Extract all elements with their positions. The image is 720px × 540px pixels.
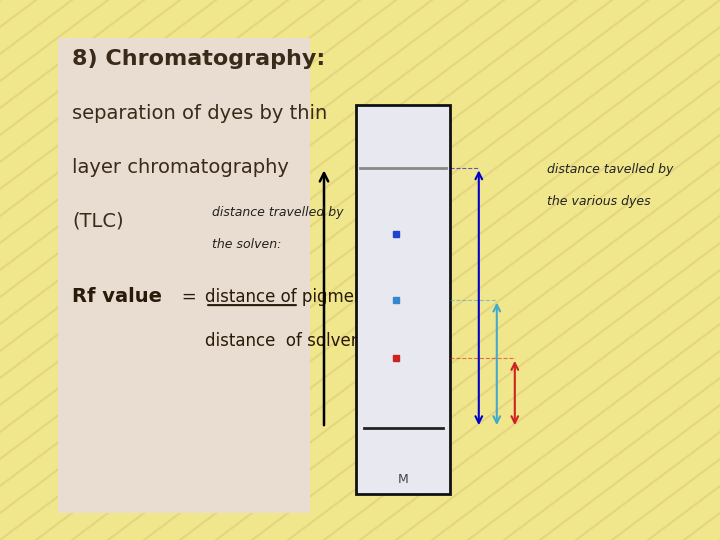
Text: distance travelled by: distance travelled by — [212, 206, 344, 219]
Text: Rf value: Rf value — [72, 287, 162, 306]
Text: 8) Chromatography:: 8) Chromatography: — [72, 49, 325, 69]
Text: the various dyes: the various dyes — [547, 195, 651, 208]
Text: the solven:: the solven: — [212, 238, 282, 252]
FancyBboxPatch shape — [356, 105, 450, 494]
Text: M: M — [398, 473, 408, 487]
Text: layer chromatography: layer chromatography — [72, 158, 289, 177]
Text: =: = — [176, 288, 209, 306]
Text: distance  of solvent front: distance of solvent front — [205, 332, 413, 349]
Text: distance tavelled by: distance tavelled by — [547, 163, 674, 176]
Text: separation of dyes by thin: separation of dyes by thin — [72, 104, 328, 123]
Text: (TLC): (TLC) — [72, 212, 124, 231]
Text: distance of pigment: distance of pigment — [205, 288, 372, 306]
FancyBboxPatch shape — [58, 38, 310, 513]
